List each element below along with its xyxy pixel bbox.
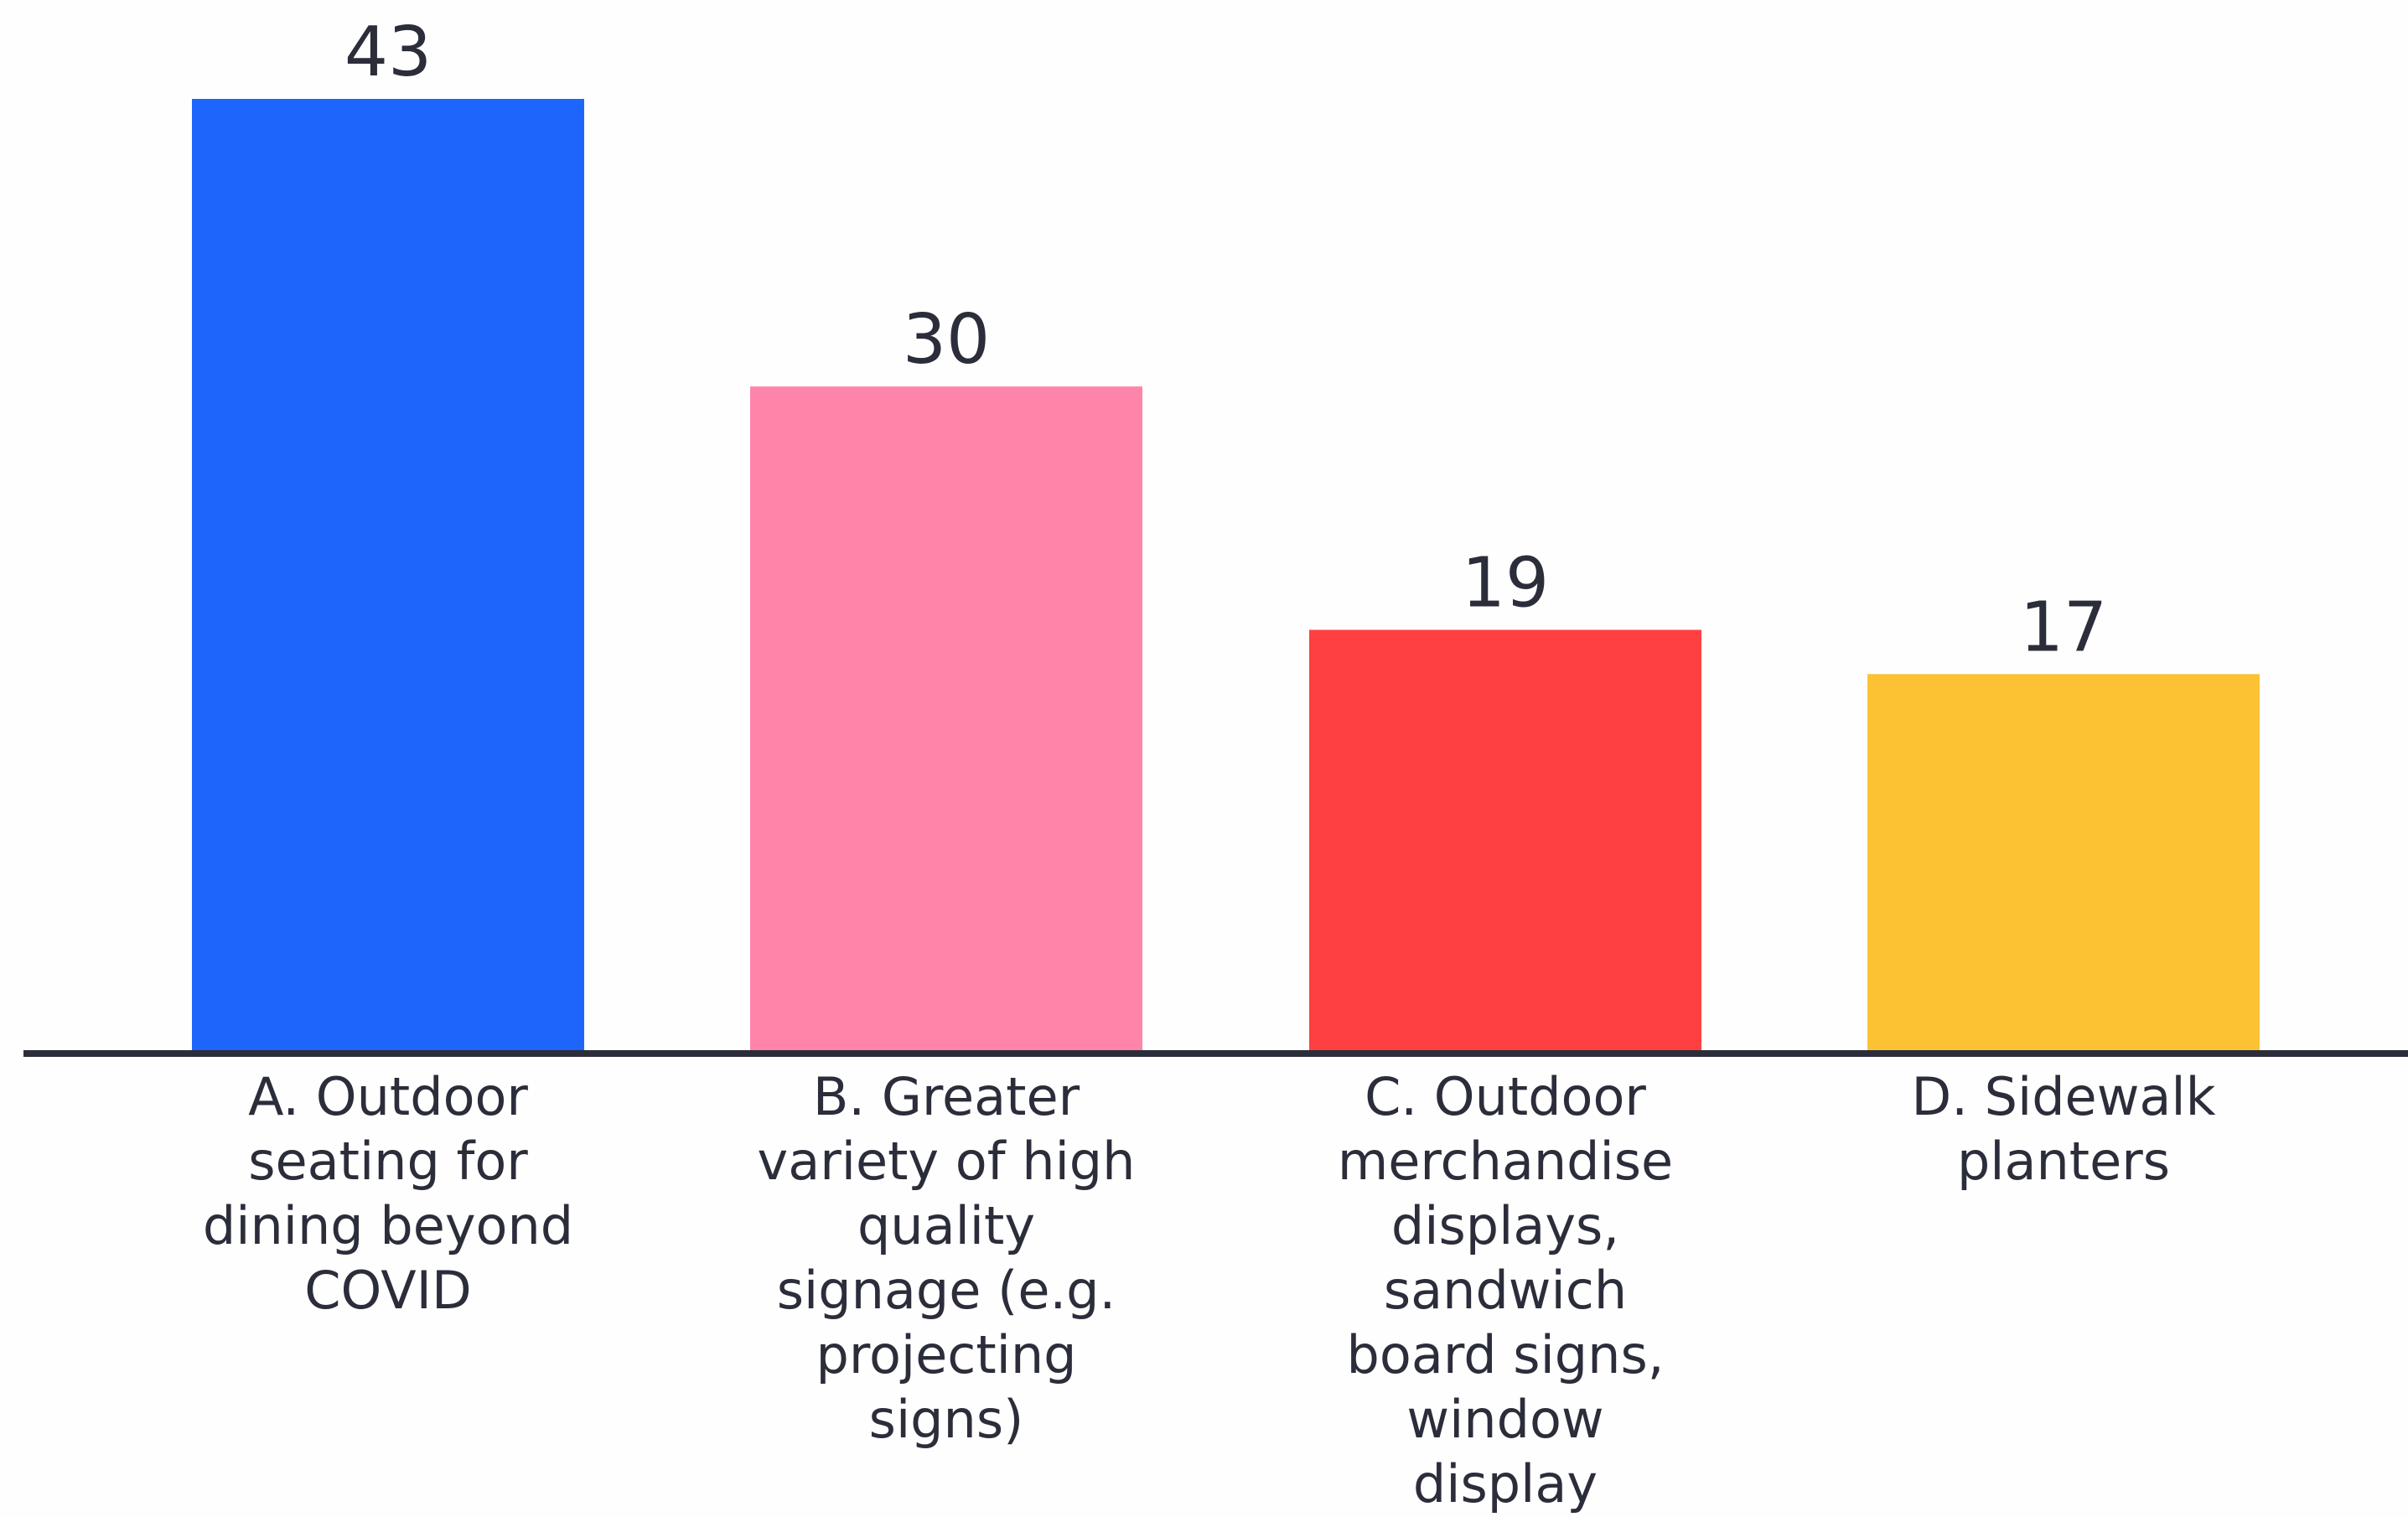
bar-b	[750, 386, 1142, 1050]
value-label-c: 19	[1462, 543, 1549, 623]
value-labels-group: 43 30 19 17	[344, 13, 2107, 667]
value-label-a: 43	[344, 13, 432, 92]
bar-a	[192, 99, 584, 1050]
category-label-a: A. Outdoor seating for dining beyond COV…	[170, 1064, 606, 1323]
category-label-d: D. Sidewalk planters	[1846, 1064, 2281, 1193]
category-label-b: B. Greater variety of high quality signa…	[728, 1064, 1164, 1452]
category-label-c: C. Outdoor merchandise displays, sandwic…	[1287, 1064, 1723, 1516]
value-label-b: 30	[903, 300, 990, 380]
bar-c	[1309, 629, 1701, 1050]
bar-d	[1867, 674, 2260, 1050]
bars-group	[192, 99, 2260, 1050]
value-label-d: 17	[2020, 588, 2107, 667]
